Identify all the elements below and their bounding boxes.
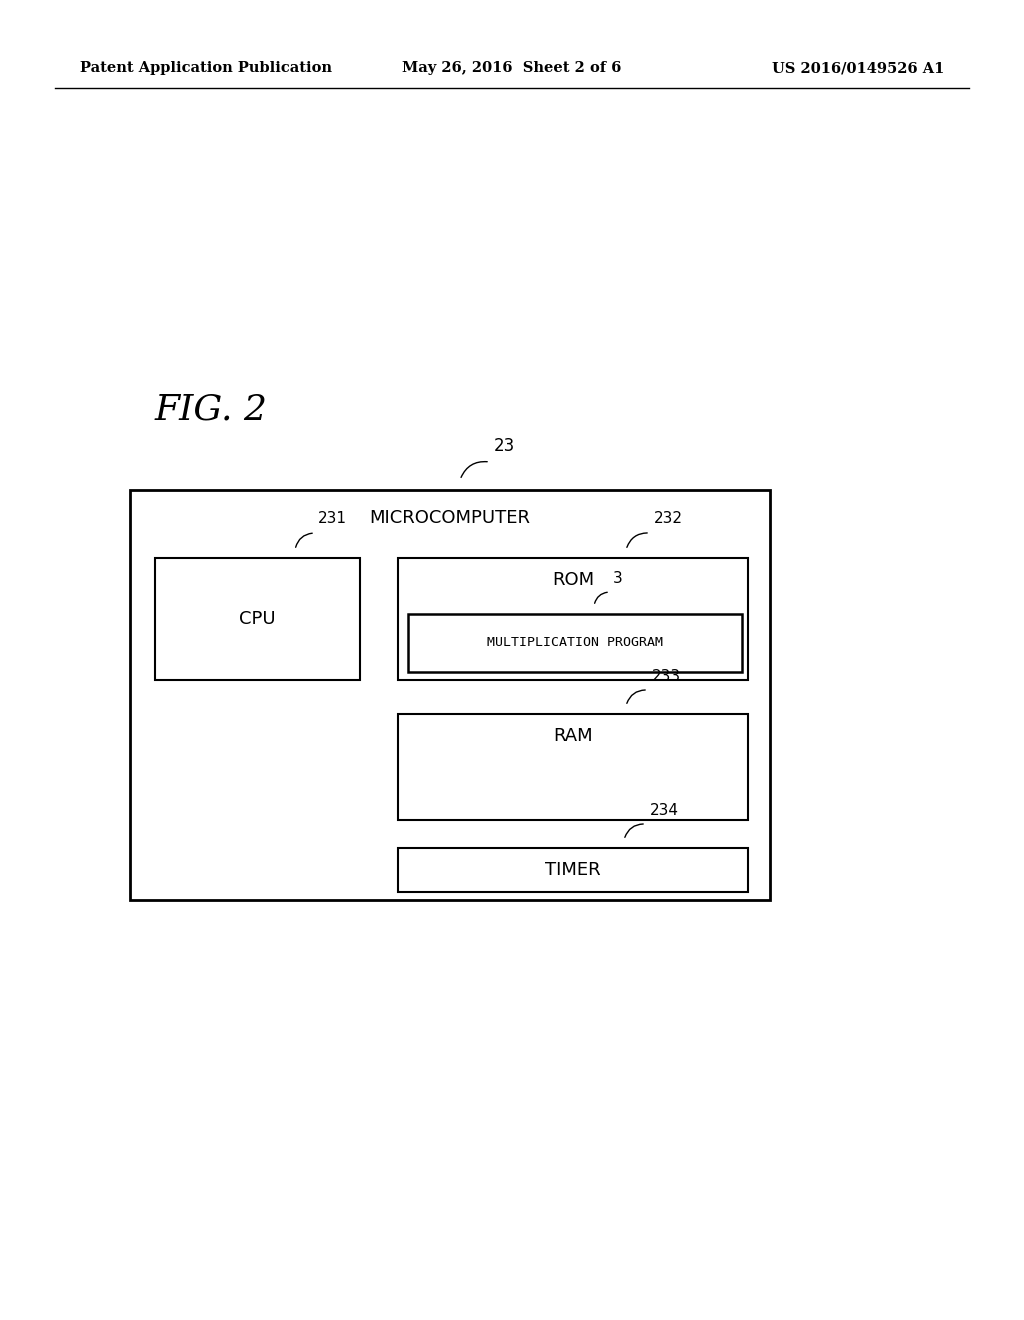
Text: ROM: ROM <box>552 572 594 589</box>
Text: CPU: CPU <box>240 610 275 628</box>
Bar <box>130 490 770 900</box>
Bar <box>398 558 748 680</box>
Text: 23: 23 <box>494 437 515 455</box>
Text: Patent Application Publication: Patent Application Publication <box>80 61 332 75</box>
Bar <box>398 714 748 820</box>
Bar <box>408 614 742 672</box>
Text: MICROCOMPUTER: MICROCOMPUTER <box>370 510 530 527</box>
Text: TIMER: TIMER <box>545 861 601 879</box>
Bar <box>155 558 360 680</box>
Text: 233: 233 <box>652 669 681 684</box>
Text: RAM: RAM <box>553 727 593 744</box>
Text: 231: 231 <box>318 511 347 525</box>
Text: 3: 3 <box>613 572 623 586</box>
Text: May 26, 2016  Sheet 2 of 6: May 26, 2016 Sheet 2 of 6 <box>402 61 622 75</box>
Bar <box>398 847 748 892</box>
Text: 232: 232 <box>654 511 683 525</box>
Text: US 2016/0149526 A1: US 2016/0149526 A1 <box>772 61 944 75</box>
Text: MULTIPLICATION PROGRAM: MULTIPLICATION PROGRAM <box>487 636 663 649</box>
Text: FIG. 2: FIG. 2 <box>155 393 268 426</box>
Text: 234: 234 <box>650 803 679 818</box>
